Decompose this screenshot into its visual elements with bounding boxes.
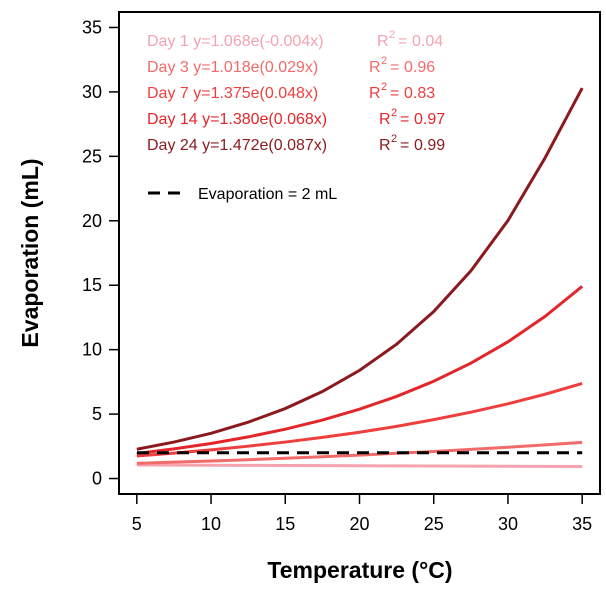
series-equation: Day 3 y=1.018e(0.029x) [147,59,318,76]
x-axis-label: Temperature (°C) [267,557,452,583]
x-tick-label: 15 [275,514,295,534]
series-line [136,440,583,465]
x-tick-label: 20 [349,514,369,534]
y-tick-label: 25 [82,146,102,166]
r2-power: 2 [381,55,387,67]
y-tick-label: 5 [92,404,102,424]
r2-equals: = [390,85,399,102]
y-tick-label: 30 [82,82,102,102]
series-line [136,463,583,469]
r2-equals: = [400,111,409,128]
y-axis-label: Evaporation (mL) [17,158,43,347]
r2-value: 0.99 [414,137,445,154]
y-tick-label: 20 [82,211,102,231]
x-tick-label: 25 [424,514,444,534]
r2-symbol: R [377,33,389,50]
plot-frame [118,11,601,495]
r2-power: 2 [389,29,395,41]
y-tick-label: 15 [82,275,102,295]
x-tick-label: 35 [572,514,592,534]
r2-value: 0.97 [414,111,445,128]
series-equation: Day 1 y=1.068e(-0.004x) [147,33,324,50]
y-tick-label: 35 [82,17,102,37]
series-equation: Day 7 y=1.375e(0.048x) [147,85,318,102]
series-equation: Day 14 y=1.380e(0.068x) [147,111,327,128]
r2-symbol: R [379,111,391,128]
r2-equals: = [398,33,407,50]
r2-value: 0.83 [404,85,435,102]
r2-power: 2 [381,81,387,93]
r2-symbol: R [379,137,391,154]
x-tick-label: 30 [498,514,518,534]
r2-power: 2 [391,133,397,145]
series-equation: Day 24 y=1.472e(0.087x) [147,137,327,154]
r2-power: 2 [391,107,397,119]
series-line [136,87,584,451]
r2-symbol: R [369,59,381,76]
x-tick-label: 5 [132,514,142,534]
y-tick-label: 10 [82,340,102,360]
legend-label: Evaporation = 2 mL [198,186,337,203]
series-line [136,285,584,456]
r2-equals: = [400,137,409,154]
r2-value: 0.96 [404,59,435,76]
r2-value: 0.04 [412,33,443,50]
series-line [136,381,583,458]
r2-symbol: R [369,85,381,102]
r2-equals: = [390,59,399,76]
y-tick-label: 0 [92,469,102,489]
x-tick-label: 10 [201,514,221,534]
